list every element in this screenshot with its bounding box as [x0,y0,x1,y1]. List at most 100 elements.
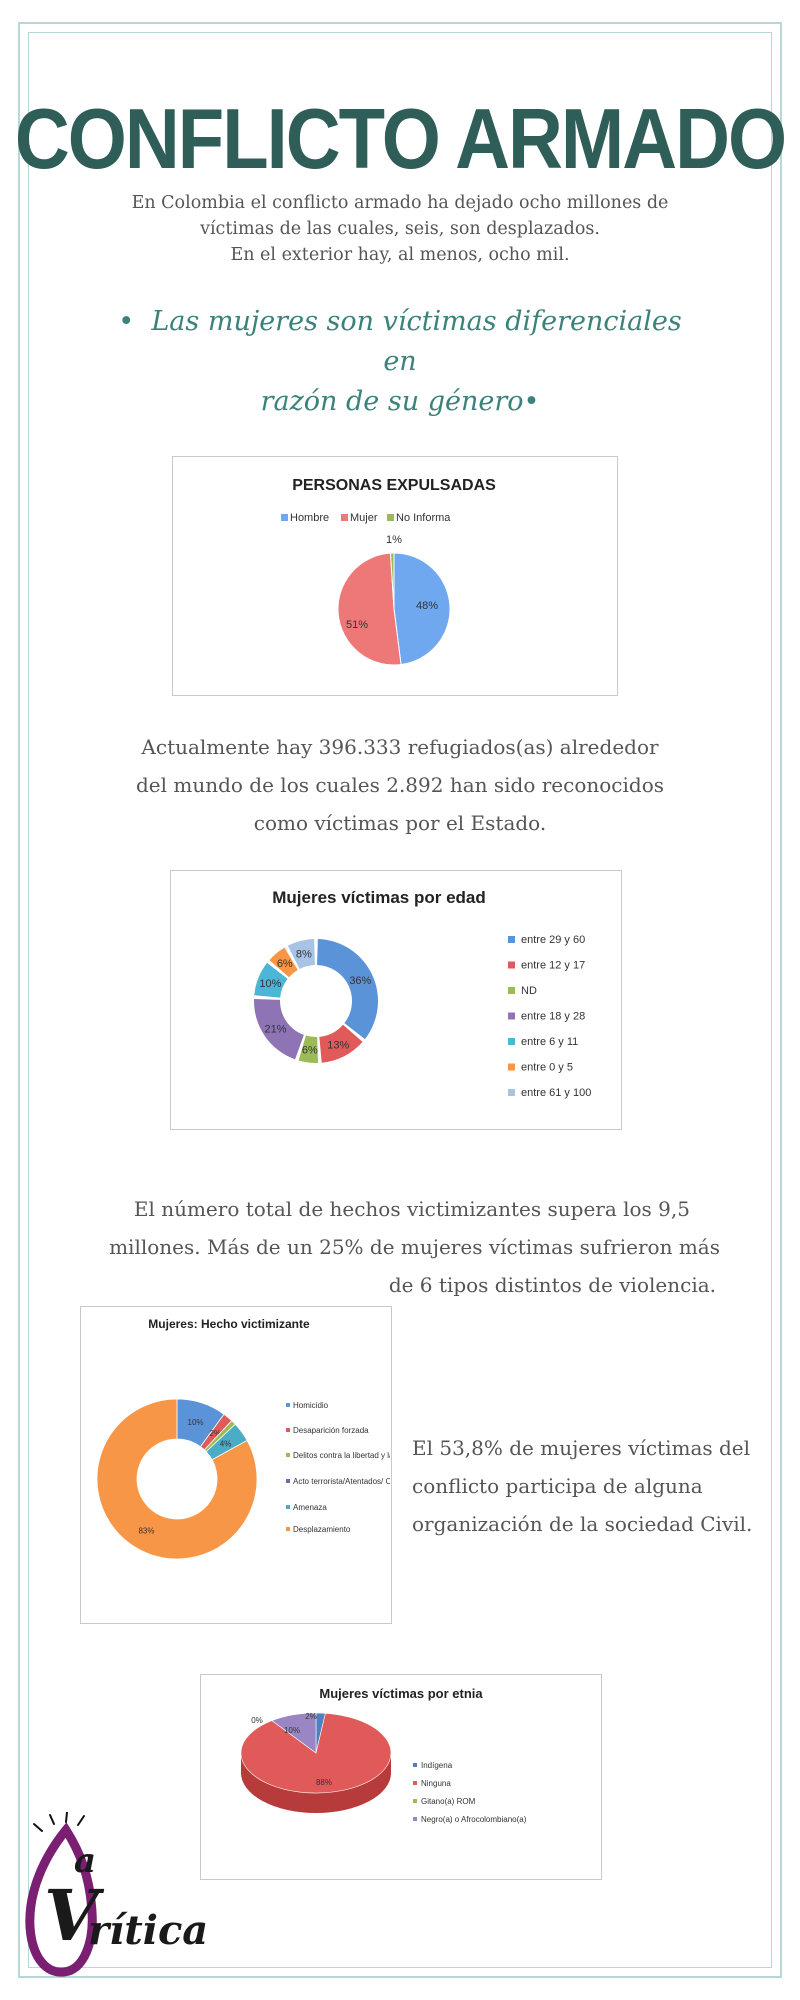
legend-label: Amenaza [293,1503,327,1512]
data-label: 4% [220,1440,232,1449]
sociedad-line: organización de la sociedad Civil. [412,1512,753,1536]
data-label: 21% [264,1024,286,1036]
chart-mujeres-por-edad: Mujeres víctimas por edad 36% 13% 6% 21% 10% 6… [170,870,622,1130]
legend-label: No Informa [396,512,451,524]
hechos-line: millones. Más de un 25% de mujeres vícti… [109,1235,720,1259]
data-label: 48% [416,600,438,612]
legend-swatch [286,1428,290,1432]
bullet-icon: • [118,306,135,337]
data-label: 8% [296,949,312,961]
legend-label: entre 12 y 17 [521,960,585,972]
chart-title: Mujeres: Hecho victimizante [148,1317,310,1331]
legend-swatch [286,1403,290,1407]
legend-swatch [286,1505,290,1509]
pie-slice [389,552,395,610]
pie-slice [393,552,451,666]
legend-swatch [508,1089,515,1096]
legend-label: entre 61 y 100 [521,1087,591,1099]
bullet-icon: • [523,386,540,417]
legend-swatch [286,1527,290,1531]
legend-swatch [387,514,394,521]
legend-swatch [341,514,348,521]
pie-slice [271,1712,317,1754]
refugiados-line: del mundo de los cuales 2.892 han sido r… [135,773,665,797]
intro-line: víctimas de las cuales, seis, son despla… [200,219,600,239]
donut-chart-edad: Mujeres víctimas por edad 36% 13% 6% 21% 10% 6… [254,888,591,1099]
data-label: 6% [302,1045,318,1057]
donut-slice [298,1035,319,1063]
data-label: 88% [316,1778,332,1787]
legend-label: entre 18 y 28 [521,1011,585,1023]
data-label: 13% [327,1040,349,1052]
legend-swatch [413,1781,417,1785]
chart-title: Mujeres víctimas por etnia [319,1686,483,1701]
data-label: 36% [349,975,371,987]
inner-frame [28,32,772,1968]
data-label: 6% [277,958,293,970]
legend-swatch [413,1799,417,1803]
logo-rays-icon [33,1812,85,1832]
donut-slice [254,998,304,1060]
logo-letter: V [44,1874,105,1957]
chart-hecho-victimizante: Mujeres: Hecho victimizante 10% 2% 4% 83% Hom… [80,1306,479,1624]
legend-swatch [286,1479,290,1483]
intro-line: En Colombia el conflicto armado ha dejad… [131,193,669,213]
legend-swatch [286,1453,290,1457]
logo-drop-icon [25,1822,97,1977]
legend-label: Gitano(a) ROM [421,1797,476,1806]
data-label: 2% [305,1712,317,1721]
data-label: 2% [209,1429,221,1438]
quote-line: Las mujeres son víctimas diferenciales e… [151,306,682,377]
chart-title: Mujeres víctimas por edad [272,888,486,907]
data-label: 1% [386,534,402,546]
data-label: 83% [138,1527,154,1536]
legend-swatch [508,1063,515,1071]
legend-swatch [508,1038,515,1045]
legend-label: entre 0 y 5 [521,1062,573,1074]
legend-swatch [508,961,515,969]
legend-swatch [413,1763,417,1767]
refugiados-paragraph: Actualmente hay 396.333 refugiados(as) a… [120,728,680,842]
legend-swatch [508,936,515,943]
donut-slice [319,1024,363,1063]
legend-swatch [413,1817,417,1821]
logo-text-b: rítica [88,1907,208,1954]
legend-swatch [281,514,288,521]
donut-chart-hecho: Mujeres: Hecho victimizante 10% 2% 4% 83% Hom… [96,1317,479,1560]
donut-slice [269,947,298,978]
intro-paragraph: En Colombia el conflicto armado ha dejad… [90,190,710,268]
legend-label: Ninguna [421,1779,451,1788]
sociedad-paragraph: El 53,8% de mujeres víctimas del conflic… [412,1429,772,1543]
legend-label: Delitos contra la libertad y la integrid… [293,1451,390,1460]
legend-label: Homicidio [293,1401,329,1410]
refugiados-line: como víctimas por el Estado. [253,811,547,835]
legend-label: Desaparición forzada [293,1426,369,1435]
page-title: CONFLICTO ARMADO [14,91,787,188]
pie-side [241,1753,391,1813]
highlight-quote: • Las mujeres son víctimas diferenciales… [110,302,690,422]
donut-slice [254,962,288,998]
hechos-paragraph: El número total de hechos victimizantes … [90,1190,720,1304]
data-label: 10% [284,1726,300,1735]
legend-label: Acto terrorista/Atentados/ Combates/Host… [293,1477,390,1486]
legend-label: Hombre [290,512,329,524]
quote-line: razón de su género [260,386,524,417]
intro-line: En el exterior hay, al menos, ocho mil. [230,245,570,265]
refugiados-line: Actualmente hay 396.333 refugiados(as) a… [141,735,659,759]
legend-label: entre 29 y 60 [521,934,585,946]
sociedad-line: conflicto participa de alguna [412,1474,703,1498]
chart-title: PERSONAS EXPULSADAS [292,477,496,494]
legend-label: Desplazamiento [293,1525,351,1534]
hechos-line: El número total de hechos victimizantes … [133,1197,690,1221]
donut-slice [317,939,378,1040]
pie-slice [337,552,402,666]
donut-slice [287,939,315,969]
legend-label: Negro(a) o Afrocolombiano(a) [421,1815,527,1824]
pie3d-chart-etnia: Mujeres víctimas por etnia 2% 88% 0% 10% Indí… [240,1686,527,1824]
pie-chart-expulsadas: PERSONAS EXPULSADAS Hombre Mujer No Informa… [281,477,496,666]
data-label: 51% [346,619,368,631]
legend-label: Mujer [350,512,378,524]
outer-frame [18,22,782,1978]
data-label: 10% [259,978,281,990]
legend-label: Indígena [421,1761,453,1770]
